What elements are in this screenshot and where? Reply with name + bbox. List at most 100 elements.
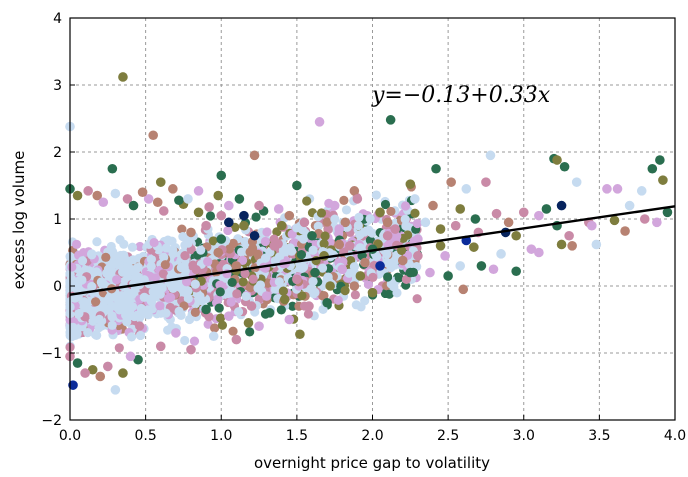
data-point [337,264,348,275]
cloud-point [143,310,153,320]
cloud-point [77,300,87,310]
cloud-point [255,280,266,290]
data-point [201,304,211,315]
data-point [461,184,472,194]
cloud-point [119,250,129,260]
data-point [340,217,351,228]
cloud-point [77,256,88,266]
cloud-point [224,244,235,254]
data-point [446,177,456,187]
cloud-point [339,195,349,205]
cloud-point [317,263,328,273]
cloud-point [126,264,136,275]
data-point [314,117,325,127]
data-point [420,217,431,228]
cloud-point [303,309,314,319]
data-point [307,230,317,241]
cloud-point [298,234,309,244]
data-point [655,155,665,165]
cloud-point [112,275,122,285]
data-point [455,204,466,214]
data-point [334,224,345,234]
cloud-point [183,293,193,304]
cloud-point [412,294,422,304]
cloud-point [368,272,378,282]
data-point [390,224,400,234]
data-point [224,200,234,211]
cloud-point [365,214,375,224]
data-point [87,364,98,375]
data-point [249,230,260,241]
data-point [204,202,214,212]
cloud-point [196,245,206,255]
cloud-point [278,286,289,296]
data-point [410,194,420,204]
data-point [425,267,435,278]
data-point [518,207,529,218]
cloud-point [180,335,190,346]
cloud-point [176,263,186,273]
data-point [552,155,562,165]
data-point [405,267,416,278]
data-point [95,371,106,382]
cloud-point [394,273,404,283]
cloud-point [351,300,361,310]
cloud-point [223,225,233,236]
data-point [118,72,128,82]
cloud-point [149,237,159,248]
data-point [307,284,317,295]
data-point [355,271,366,281]
data-point [186,227,196,238]
y-tick-label: −1 [41,346,62,362]
data-point [299,217,310,228]
cloud-point [382,249,392,259]
data-point [329,200,340,211]
cloud-point [214,303,224,313]
cloud-point [270,256,280,266]
cloud-point [135,330,146,341]
data-point [213,190,224,201]
cloud-point [245,247,255,257]
data-point [125,351,136,362]
cloud-point [168,283,178,293]
cloud-point [296,249,307,260]
data-point [243,318,254,328]
cloud-point [217,320,228,330]
data-point [254,321,264,332]
data-point [295,329,305,340]
data-point [385,115,396,125]
data-point [168,184,178,194]
data-point [110,385,121,395]
cloud-point [177,224,187,234]
fit-equation: y=−0.13+0.33x [371,83,551,108]
data-points [65,72,673,395]
cloud-point [319,239,329,249]
fit-line-group [69,205,676,296]
cloud-point [114,343,124,353]
data-point [349,186,360,196]
x-tick-label: 1.5 [286,428,308,444]
data-point [435,224,446,234]
cloud-point [308,276,318,286]
data-point [213,247,224,258]
cloud-point [245,327,255,337]
cloud-point [241,291,251,302]
data-point [80,368,90,378]
cloud-point [183,238,193,248]
data-point [405,179,416,189]
data-point [118,368,128,378]
cloud-point [88,316,98,326]
data-point [541,204,552,214]
cloud-point [163,293,174,303]
cloud-point [322,217,332,227]
cloud-point [209,323,220,333]
cloud-point [316,208,327,218]
data-point [284,314,295,325]
cloud-point [161,308,171,318]
data-point [224,311,234,321]
cloud-point [181,277,192,287]
cloud-point [226,297,236,307]
cloud-point [372,252,382,262]
data-point [476,261,487,271]
data-point [624,200,635,211]
